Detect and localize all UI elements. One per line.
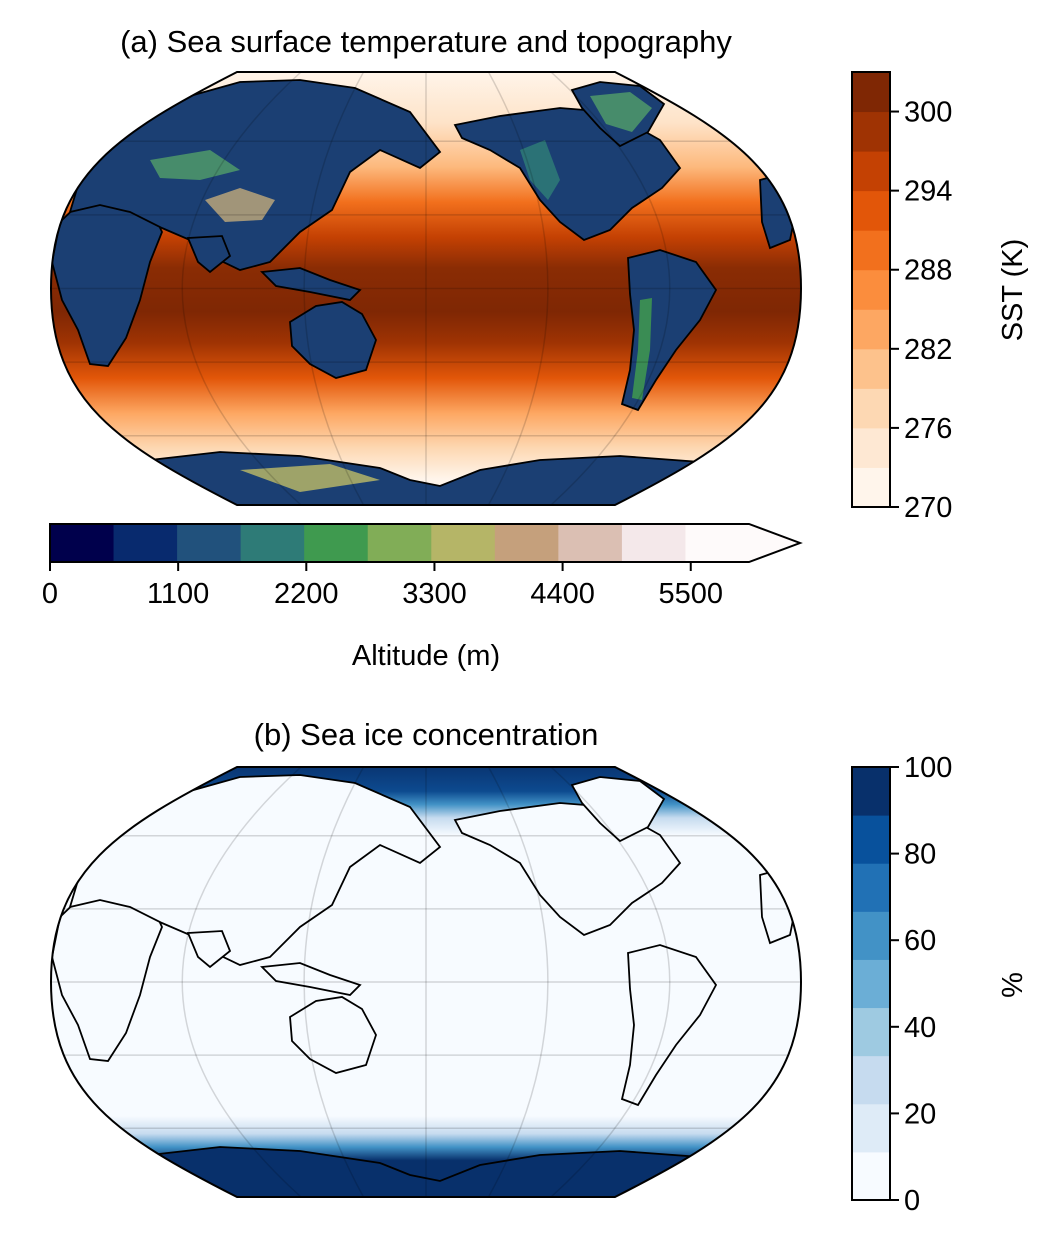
altitude-colorbar-level [622, 524, 686, 562]
sst-colorbar-level [852, 270, 890, 310]
sea-ice-colorbar-label: % [997, 972, 1029, 998]
sea-ice-colorbar-level [852, 1008, 890, 1057]
sst-colorbar: 270 276 282 288 294 300 SST (K) [852, 72, 1029, 524]
sea-ice-colorbar-tick-label: 40 [904, 1012, 936, 1044]
sea-ice-colorbar-tick-label: 20 [904, 1098, 936, 1130]
sst-topography-map [40, 70, 810, 510]
sst-colorbar-level [852, 112, 890, 152]
sea-ice-colorbar-level [852, 815, 890, 864]
sst-colorbar-tick-label: 270 [904, 492, 952, 524]
altitude-colorbar-tick-label: 5500 [658, 578, 723, 610]
altitude-colorbar-ticks: 0 1100 2200 3300 4400 5500 [42, 562, 723, 610]
sst-colorbar-tick-label: 294 [904, 176, 952, 208]
sea-ice-colorbar-ticks: 0 20 40 60 80 100 [890, 752, 952, 1217]
sst-colorbar-ticks: 270 276 282 288 294 300 [890, 97, 952, 524]
altitude-colorbar-level [241, 524, 305, 562]
altitude-colorbar-level [558, 524, 622, 562]
sea-ice-colorbar-level [852, 1104, 890, 1153]
altitude-colorbar-tick-label: 1100 [147, 578, 209, 610]
altitude-colorbar-level [685, 524, 749, 562]
sea-ice-colorbar-tick-label: 80 [904, 839, 936, 871]
altitude-colorbar-level [368, 524, 432, 562]
sst-colorbar-tick-label: 282 [904, 334, 952, 366]
sst-colorbar-level [852, 309, 890, 349]
altitude-colorbar-tick-label: 0 [42, 578, 58, 610]
sea-ice-colorbar-level [852, 911, 890, 960]
sea-ice-colorbar-tick-label: 60 [904, 925, 936, 957]
sst-colorbar-level [852, 230, 890, 270]
sea-ice-map [40, 760, 810, 1205]
sst-colorbar-level [852, 388, 890, 428]
altitude-colorbar-level [304, 524, 368, 562]
sst-colorbar-level [852, 428, 890, 468]
sea-ice-colorbar-level [852, 1152, 890, 1201]
sea-ice-colorbar-tick-label: 0 [904, 1185, 920, 1217]
sst-colorbar-tick-label: 300 [904, 97, 952, 129]
sea-ice-colorbar-level [852, 959, 890, 1008]
altitude-colorbar-label: Altitude (m) [352, 640, 500, 672]
panel-a-title: (a) Sea surface temperature and topograp… [120, 24, 732, 59]
sea-ice-colorbar-tick-label: 100 [904, 752, 952, 784]
sea-ice-colorbar-level [852, 1056, 890, 1105]
sst-colorbar-level [852, 467, 890, 507]
sst-colorbar-level [852, 151, 890, 191]
sst-colorbar-level [852, 191, 890, 231]
panel-b: (b) Sea ice concentration 0 20 40 60 80 100 % [40, 717, 1029, 1217]
sea-ice-colorbar-levels [852, 767, 890, 1201]
altitude-colorbar-level [495, 524, 559, 562]
sea-ice-colorbar-level [852, 863, 890, 912]
altitude-colorbar-tick-label: 4400 [530, 578, 595, 610]
panel-b-title: (b) Sea ice concentration [254, 717, 599, 752]
altitude-colorbar-level [114, 524, 178, 562]
altitude-colorbar-tick-label: 3300 [402, 578, 467, 610]
altitude-colorbar-level [50, 524, 114, 562]
altitude-colorbar-levels [50, 524, 800, 562]
altitude-colorbar-level [431, 524, 495, 562]
sst-colorbar-level [852, 72, 890, 112]
altitude-colorbar-extend-arrow [749, 524, 800, 562]
sst-colorbar-tick-label: 276 [904, 413, 952, 445]
sea-ice-colorbar-level [852, 767, 890, 816]
sst-colorbar-level [852, 349, 890, 389]
sea-ice-colorbar: 0 20 40 60 80 100 % [852, 752, 1029, 1217]
sst-colorbar-label: SST (K) [997, 239, 1029, 342]
panel-a: (a) Sea surface temperature and topograp… [40, 24, 1029, 672]
altitude-colorbar-level [177, 524, 241, 562]
sst-colorbar-tick-label: 288 [904, 255, 952, 287]
sst-colorbar-levels [852, 72, 890, 508]
altitude-colorbar-tick-label: 2200 [274, 578, 339, 610]
altitude-colorbar: 0 1100 2200 3300 4400 5500 Altitude (m) [42, 524, 800, 672]
